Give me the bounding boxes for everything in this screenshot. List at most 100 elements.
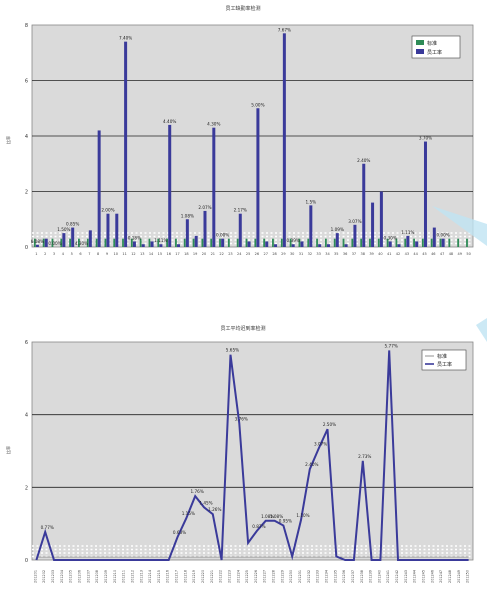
bar-standard (413, 238, 415, 247)
bar-standard (78, 238, 80, 247)
bar-employee (256, 108, 260, 247)
decorative-arrow (432, 206, 487, 246)
bar-employee (97, 130, 101, 247)
bar-data-label: 0.08% (31, 239, 44, 244)
bar-employee (415, 241, 419, 247)
bar-standard (457, 238, 460, 247)
bar-employee (318, 244, 322, 247)
bar-data-label: 1.11% (154, 238, 167, 243)
line-x-tick-label: 201219 (192, 570, 196, 583)
line-chart-title: 员工平均迟到率检测 (220, 325, 265, 332)
bar-legend: 标准 员工率 (411, 35, 461, 59)
bar-data-label: 1.11% (401, 230, 414, 235)
line-x-tick-label: 201206 (78, 570, 82, 583)
bar-employee (141, 244, 145, 247)
bar-data-labels: 0.08% 0.00% 1.50%0.85% 4.30% 2.00% 7.40% 0.18%… (31, 27, 450, 246)
line-x-tick-label: 201212 (130, 570, 134, 583)
line-grid (32, 414, 473, 488)
bar-standard (33, 238, 36, 247)
bar-standard (236, 238, 239, 247)
bar-standard (466, 238, 468, 247)
bar-y-tick-label: 6 (25, 79, 28, 85)
bar-employee (291, 244, 295, 247)
bar-chart-ylabel: 比率 (5, 136, 11, 144)
line-x-tick-label: 201215 (157, 570, 161, 583)
line-data-label: 3.76% (235, 416, 248, 421)
bar-x-tick-label: 1 (35, 252, 37, 256)
bar-employee (238, 213, 242, 247)
bar-standard (280, 238, 283, 247)
bar-standard (192, 238, 195, 247)
bar-x-tick-label: 47 (440, 252, 444, 256)
line-x-tick-label: 201208 (95, 570, 99, 583)
line-data-label: 3.07% (314, 441, 327, 446)
line-x-tick-label: 201245 (422, 570, 426, 583)
bar-data-label: 2.40% (357, 158, 370, 163)
bar-employee (371, 202, 375, 247)
line-data-label: 1.45% (199, 500, 212, 505)
line-x-tick-label: 201217 (175, 570, 179, 583)
bar-employee (185, 219, 189, 247)
bar-standard (148, 238, 151, 247)
bar-x-tick-label: 45 (422, 252, 426, 256)
decorative-arrow-lower (476, 318, 487, 342)
bar-x-tick-label: 18 (184, 252, 188, 256)
bar-x-tick-label: 41 (387, 252, 391, 256)
bar-employee (441, 238, 445, 247)
line-x-tick-label: 201240 (377, 570, 381, 583)
bar-standard (404, 238, 407, 247)
bar-x-tick-label: 26 (255, 252, 259, 256)
bar-employee (326, 244, 330, 247)
bar-data-label: 4.30% (75, 241, 88, 246)
line-x-tick-label: 201226 (254, 570, 258, 583)
bar-y-tick-label: 8 (25, 23, 28, 29)
bar-employee (115, 213, 119, 247)
bar-employee (309, 205, 313, 247)
line-x-tick-label: 201246 (430, 570, 434, 583)
line-x-tick-label: 201236 (342, 570, 346, 583)
bar-x-tick-label: 50 (466, 252, 470, 256)
line-series-employee (35, 350, 469, 561)
bar-employee (335, 233, 339, 247)
bar-x-tick-label: 29 (281, 252, 285, 256)
bar-x-tick-label: 24 (237, 252, 242, 256)
bar-data-label: 0.00% (216, 233, 229, 238)
bar-standard (210, 238, 213, 247)
bar-standard (272, 238, 274, 247)
line-x-tick-label: 201237 (351, 570, 355, 583)
line-data-labels: 0.77% 0.63% 1.15% 1.76% 1.45% 1.26% 5.65% 3.76%… (41, 343, 398, 535)
line-data-label: 1.15% (182, 511, 195, 516)
bar-standard (183, 238, 186, 247)
bar-x-tick-label: 12 (131, 252, 135, 256)
bar-x-tick-label: 22 (219, 252, 223, 256)
bar-employee (265, 241, 269, 247)
bar-x-tick-label: 31 (299, 252, 303, 256)
bar-employee (159, 244, 163, 247)
bar-data-label: 0.00% (436, 233, 449, 238)
bar-standard (386, 238, 389, 247)
bar-employee (62, 233, 66, 247)
line-data-label: 0.77% (41, 525, 54, 530)
bar-employee (194, 235, 198, 247)
bar-standard (113, 238, 116, 247)
bar-standard (254, 238, 257, 247)
bar-data-label: 7.67% (278, 27, 291, 32)
bar-standard (42, 238, 45, 247)
bar-data-label: 0.00% (48, 241, 61, 246)
line-data-label: 2.40% (305, 462, 318, 467)
line-x-tick-label: 201224 (236, 570, 240, 583)
line-x-tick-label: 201201 (33, 570, 37, 583)
bar-standard (289, 238, 292, 247)
bar-standard (245, 238, 248, 247)
bar-employee (300, 241, 304, 247)
bar-employee (423, 141, 427, 247)
bar-standard (157, 238, 160, 247)
line-x-tick-label: 201249 (457, 570, 461, 583)
legend-label-standard: 标准 (427, 40, 437, 47)
bar-x-tick-label: 3 (53, 252, 55, 256)
bar-data-label: 2.00% (101, 208, 114, 213)
bar-x-tick-label: 25 (246, 252, 250, 256)
bar-x-tick-label: 48 (449, 252, 453, 256)
line-y-tick-label: 0 (25, 558, 28, 564)
